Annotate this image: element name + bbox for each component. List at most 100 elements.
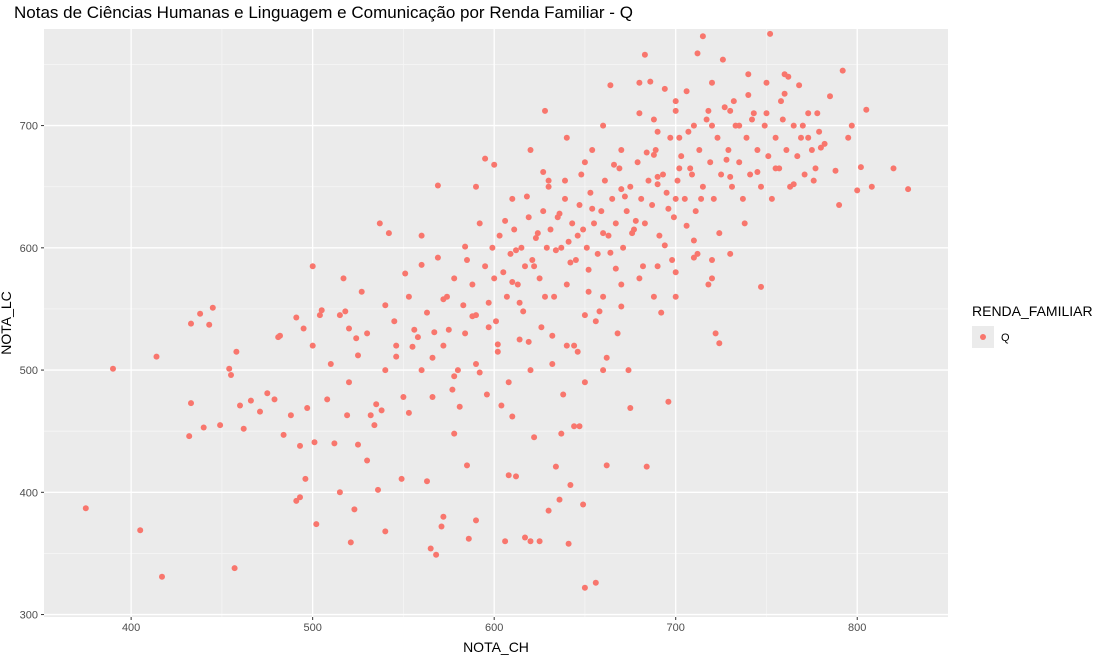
data-point [810,177,817,184]
data-point [473,183,479,190]
data-point [650,116,657,123]
data-point [429,394,436,400]
data-point [433,551,440,558]
data-point [509,413,516,420]
data-point [745,71,752,78]
data-point [500,269,507,276]
y-axis-title: NOTA_LC [0,291,14,355]
data-point [611,161,617,168]
data-point [709,275,715,282]
data-point [358,288,365,295]
data-point [536,275,543,282]
data-point [581,584,588,591]
data-point [690,254,697,261]
chart-title: Notas de Ciências Humanas e Linguagem e … [14,3,633,22]
data-point [739,195,746,202]
data-point [522,263,528,270]
data-point [583,244,590,251]
data-point [623,208,630,215]
data-point [596,308,603,315]
data-point [505,472,512,479]
data-point [414,334,421,341]
data-point [836,202,843,208]
data-point [627,183,634,190]
data-point [812,165,819,172]
data-point [745,92,752,98]
data-point [514,281,521,288]
data-point [772,134,779,141]
data-point [721,104,728,111]
data-point [485,324,492,331]
data-point [665,205,672,212]
minor-gridlines [44,29,948,617]
data-point [576,202,583,208]
data-point [543,244,550,251]
x-axis-title: NOTA_CH [463,639,529,655]
data-point [257,408,263,415]
data-point [525,338,532,345]
data-point [527,147,534,153]
data-point [643,149,650,156]
data-point [609,195,616,202]
data-point [465,535,472,542]
data-point [311,439,318,446]
data-point [469,281,476,288]
data-point [309,263,316,270]
data-point [676,134,683,141]
data-point [641,220,648,227]
data-point [600,367,607,374]
data-point [634,159,641,166]
data-point [776,165,783,172]
data-point [783,147,790,153]
data-point [153,353,160,360]
data-point [264,390,271,397]
data-point [618,186,625,193]
data-point [654,181,661,188]
data-point [110,365,116,372]
data-point [549,332,556,339]
data-point [661,85,668,92]
data-point [385,230,392,237]
data-point [681,195,688,202]
data-point [540,169,547,175]
data-point [814,110,821,117]
data-point [518,244,525,251]
data-point [449,386,456,393]
data-point [672,195,679,202]
data-point [585,266,592,273]
data-point [638,195,645,202]
data-point [567,259,574,266]
data-point [398,475,405,482]
data-point [523,193,530,200]
data-point [355,352,361,359]
data-point [560,391,567,398]
data-point [805,134,812,141]
data-point [676,165,683,172]
data-point [438,523,445,530]
data-point [382,302,389,309]
data-point [685,128,692,135]
data-point [503,293,510,300]
data-point [758,183,764,190]
data-point [402,270,409,277]
data-point [200,424,207,431]
data-point [705,281,712,288]
data-point [563,342,570,349]
data-point [625,367,632,374]
data-point [845,134,852,141]
data-point [667,134,674,141]
data-point [801,171,808,178]
data-point [494,341,501,348]
data-point [612,265,619,272]
data-point [347,539,354,546]
data-point [473,312,479,319]
data-point [411,326,418,333]
data-point [159,573,165,580]
data-point [709,79,715,86]
legend-title: RENDA_FAMILIAR [972,303,1093,319]
data-point [382,528,389,535]
data-point [763,110,770,117]
data-point [578,171,585,178]
data-point [297,494,303,501]
data-point [464,257,470,263]
